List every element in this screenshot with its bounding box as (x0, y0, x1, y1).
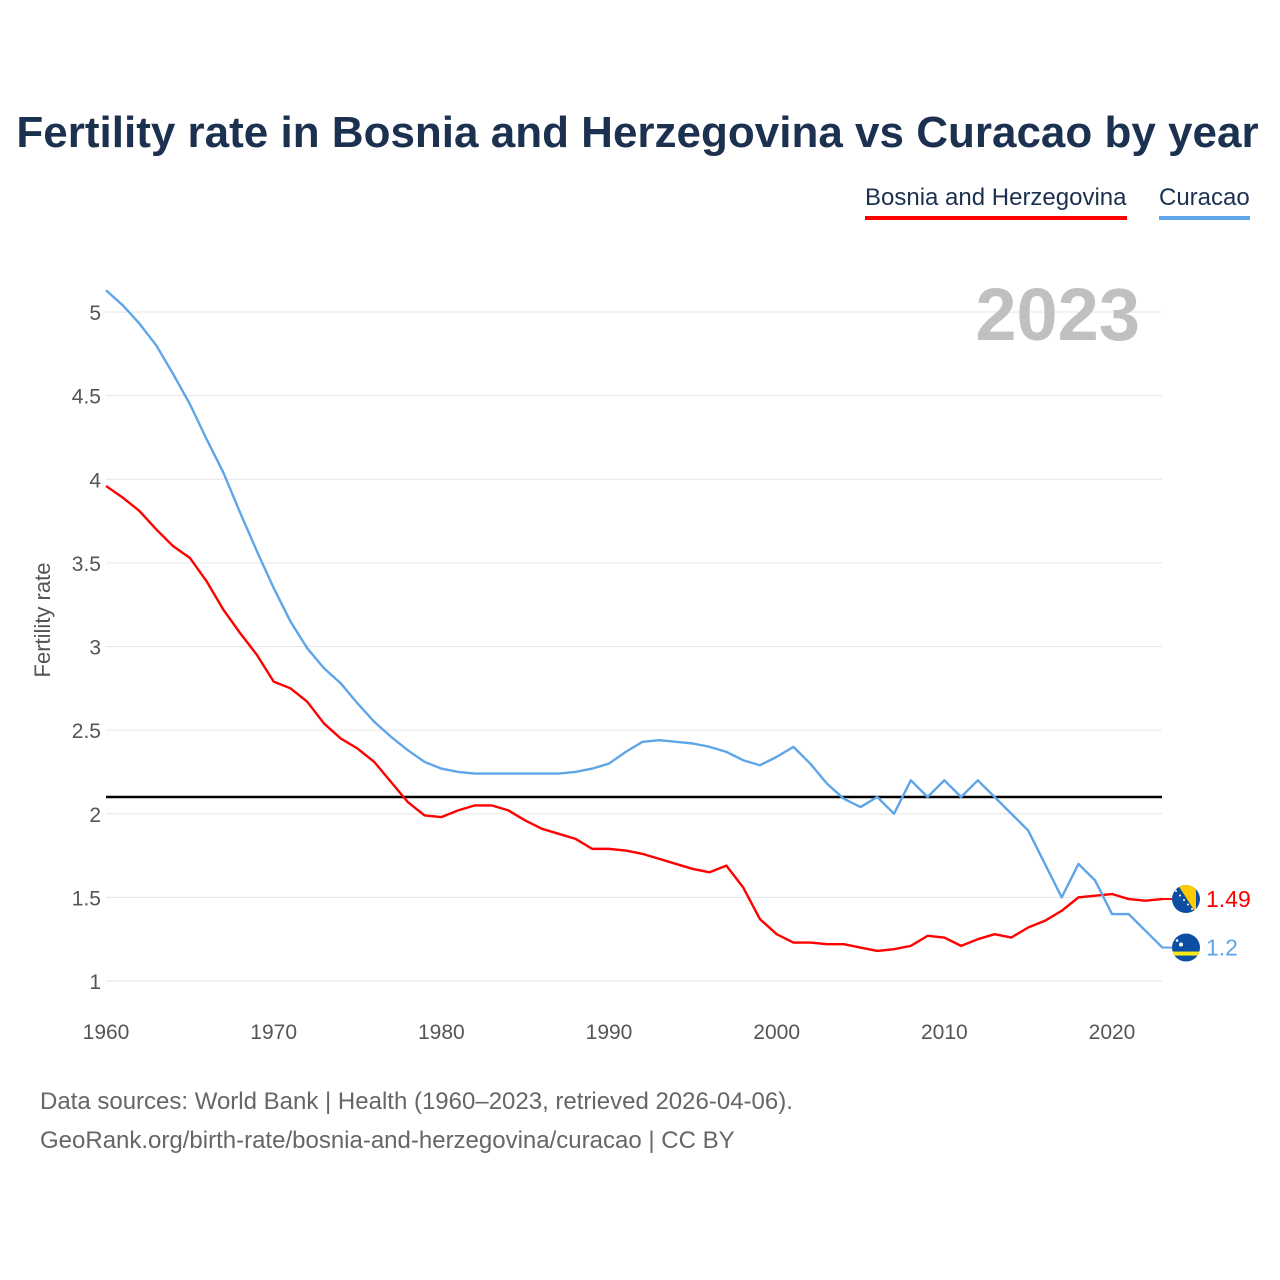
chart-title: Fertility rate in Bosnia and Herzegovina… (16, 108, 1259, 157)
flag-star (1179, 942, 1183, 947)
x-tick-label: 2000 (753, 1021, 800, 1044)
y-tick-label: 4.5 (72, 386, 101, 409)
line-chart: 1 1.5 2 2.5 3 3.5 4 4.5 5 1960 1970 1980 1990 2000 201… (30, 273, 1251, 1044)
flag-stripe (1172, 951, 1200, 956)
y-tick-label: 2 (89, 804, 101, 827)
flag-star (1179, 894, 1181, 897)
credit-link[interactable]: GeoRank.org/birth-rate/bosnia-and-herzeg… (40, 1127, 735, 1154)
series-line-curacao (105, 289, 1164, 949)
y-tick-label: 1 (89, 971, 101, 994)
legend-curacao[interactable]: Curacao (1159, 184, 1250, 220)
curacao-flag-icon (1172, 933, 1200, 962)
flag-triangle (1178, 885, 1196, 914)
y-tick-label: 2.5 (72, 720, 101, 743)
flag-star (1187, 903, 1189, 906)
year-watermark: 2023 (975, 273, 1140, 356)
y-tick-label: 3.5 (72, 553, 101, 576)
data-source: Data sources: World Bank | Health (1960–… (40, 1088, 793, 1115)
flag-body (1172, 933, 1200, 962)
flag-star (1175, 939, 1179, 942)
series-line-bosnia (105, 484, 1163, 953)
x-tick-label: 2010 (921, 1021, 968, 1044)
x-tick-label: 1980 (418, 1021, 465, 1044)
x-tick-label: 1990 (586, 1021, 633, 1044)
y-tick-label: 5 (89, 302, 101, 325)
flag-star (1175, 890, 1177, 893)
y-tick-label: 4 (89, 469, 101, 492)
x-tick-label: 2020 (1089, 1021, 1136, 1044)
x-tick-label: 1970 (250, 1021, 297, 1044)
end-value-label: 1.2 (1206, 935, 1238, 961)
y-tick-label: 3 (89, 637, 101, 660)
y-axis-label: Fertility rate (30, 563, 55, 678)
flag-bg (1172, 933, 1200, 962)
end-value-label: 1.49 (1206, 886, 1251, 912)
x-tick-label: 1960 (83, 1021, 130, 1044)
y-tick-label: 1.5 (72, 887, 101, 910)
legend-bosnia[interactable]: Bosnia and Herzegovina (865, 184, 1127, 220)
flag-star (1183, 899, 1185, 902)
flag-body (1172, 885, 1200, 914)
flag-star (1191, 908, 1193, 911)
bosnia-flag-icon (1172, 885, 1200, 914)
